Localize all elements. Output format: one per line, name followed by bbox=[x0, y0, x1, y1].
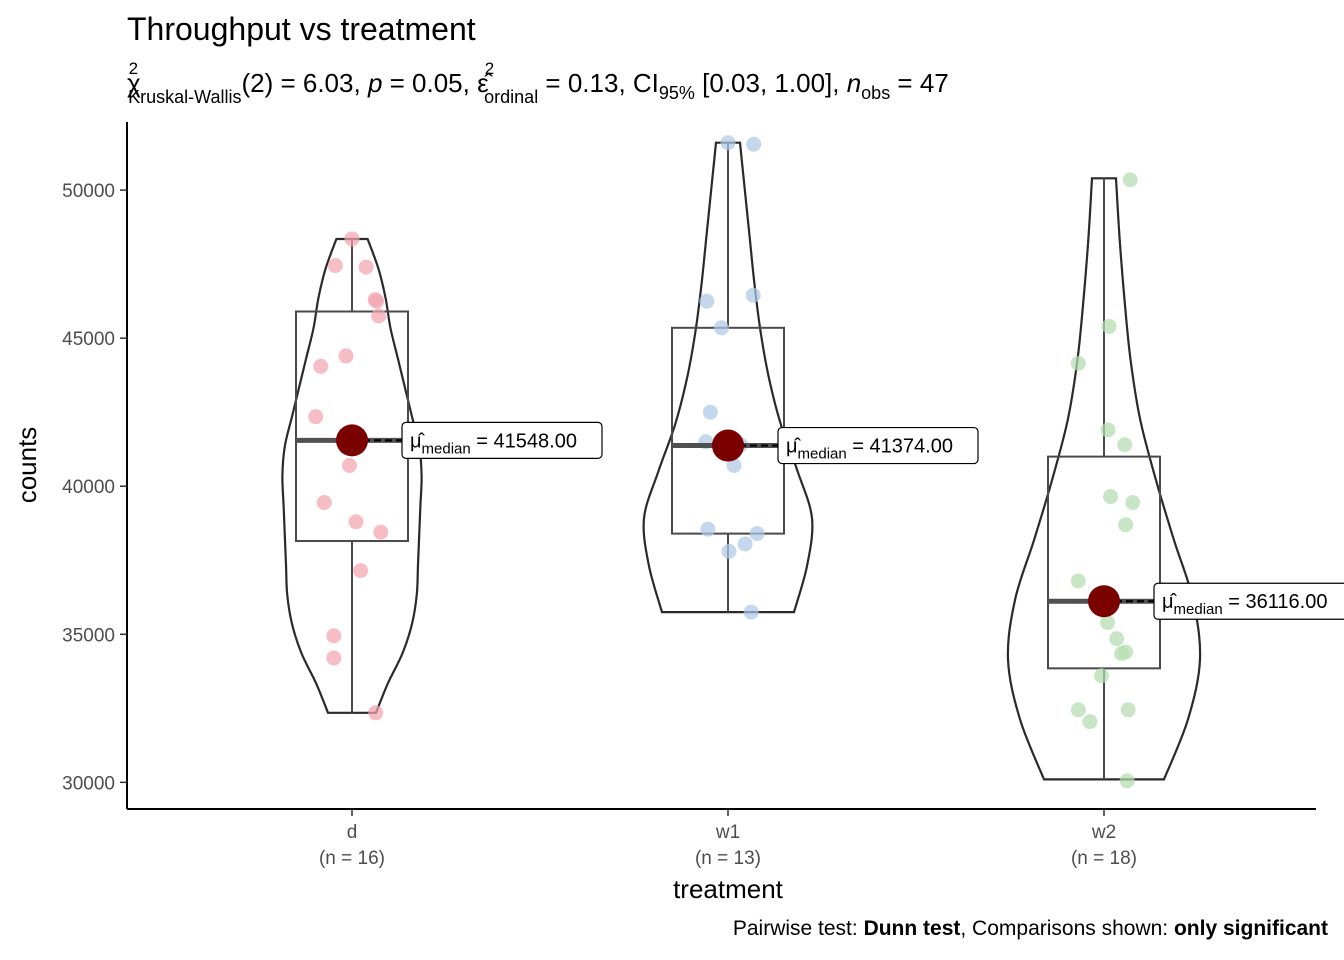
data-point bbox=[1070, 573, 1086, 589]
plot-area: μ̂median = 41548.00 μ̂median = 41374.00 μ̂… bbox=[281, 135, 1344, 789]
group-w1: μ̂median = 41374.00 bbox=[642, 135, 979, 620]
y-tick-label: 40000 bbox=[62, 477, 115, 498]
x-axis-label: treatment bbox=[673, 874, 784, 904]
data-point bbox=[720, 135, 736, 151]
data-point bbox=[338, 348, 354, 364]
violin-outline bbox=[281, 237, 423, 714]
box bbox=[1047, 455, 1161, 670]
data-point bbox=[1117, 437, 1133, 453]
median-point bbox=[1088, 585, 1120, 618]
y-tick-label: 35000 bbox=[62, 625, 115, 646]
data-point bbox=[326, 650, 342, 666]
data-point bbox=[1122, 172, 1138, 188]
data-point bbox=[368, 705, 384, 721]
data-point bbox=[1070, 355, 1086, 371]
median-label: μ̂median = 41374.00 bbox=[786, 436, 953, 463]
x-tick-label: w2 bbox=[1091, 822, 1116, 843]
data-point bbox=[1093, 668, 1109, 684]
data-point bbox=[1118, 517, 1134, 533]
group-d: μ̂median = 41548.00 bbox=[281, 231, 603, 721]
data-point bbox=[313, 358, 329, 374]
data-point bbox=[737, 536, 753, 552]
chart-subtitle: χ2 Kruskal-Wallis(2) = 6.03, p = 0.05, ε̂… bbox=[127, 59, 949, 107]
data-point bbox=[702, 404, 718, 420]
data-point bbox=[1125, 495, 1141, 511]
x-axis: d (n = 16) w1 (n = 13) w2 (n = 18) bbox=[319, 809, 1137, 869]
median-label-box bbox=[777, 426, 979, 465]
y-axis: 30000 35000 40000 45000 50000 bbox=[62, 181, 127, 794]
x-tick-label: d bbox=[347, 822, 358, 843]
data-point bbox=[1100, 422, 1116, 438]
data-point bbox=[341, 458, 357, 473]
data-point bbox=[743, 604, 759, 620]
y-axis-label: counts bbox=[12, 427, 42, 504]
median-point bbox=[712, 429, 744, 462]
data-point bbox=[1120, 702, 1136, 718]
chart-caption: Pairwise test: Dunn test, Comparisons sh… bbox=[733, 917, 1328, 940]
data-point bbox=[1100, 614, 1116, 630]
data-point bbox=[1082, 714, 1098, 730]
median-label: μ̂median = 36116.00 bbox=[1162, 591, 1327, 618]
data-point bbox=[1103, 489, 1119, 505]
x-tick-count: (n = 18) bbox=[1071, 848, 1137, 869]
median-point bbox=[336, 424, 368, 457]
data-point bbox=[316, 495, 332, 511]
x-tick-count: (n = 13) bbox=[695, 848, 761, 869]
y-tick-label: 30000 bbox=[62, 773, 115, 794]
data-point bbox=[326, 628, 342, 644]
y-tick-label: 50000 bbox=[62, 181, 115, 202]
group-w2: μ̂median = 36116.00 bbox=[1006, 172, 1344, 789]
data-point bbox=[1119, 773, 1135, 789]
data-point bbox=[745, 287, 761, 303]
data-point bbox=[749, 526, 765, 542]
data-point bbox=[726, 458, 742, 473]
data-point bbox=[344, 231, 360, 247]
data-point bbox=[308, 409, 324, 425]
data-point bbox=[1118, 644, 1134, 660]
data-point bbox=[358, 259, 374, 275]
data-point bbox=[700, 521, 716, 537]
data-point bbox=[1101, 318, 1117, 334]
data-point bbox=[713, 320, 729, 336]
median-label-box bbox=[1153, 582, 1344, 620]
median-label-box bbox=[401, 421, 603, 459]
data-point bbox=[699, 293, 715, 309]
data-point bbox=[721, 543, 737, 559]
data-point bbox=[746, 136, 762, 152]
chart-title: Throughput vs treatment bbox=[127, 11, 476, 47]
data-point bbox=[1109, 631, 1125, 647]
data-point bbox=[373, 524, 389, 540]
data-point bbox=[367, 292, 383, 308]
data-point bbox=[371, 308, 387, 324]
data-point bbox=[353, 563, 369, 579]
x-tick-count: (n = 16) bbox=[319, 848, 385, 869]
x-tick-label: w1 bbox=[715, 822, 740, 843]
data-point bbox=[348, 514, 364, 530]
y-tick-label: 45000 bbox=[62, 329, 115, 350]
data-point bbox=[327, 258, 343, 274]
data-point bbox=[1070, 702, 1086, 718]
